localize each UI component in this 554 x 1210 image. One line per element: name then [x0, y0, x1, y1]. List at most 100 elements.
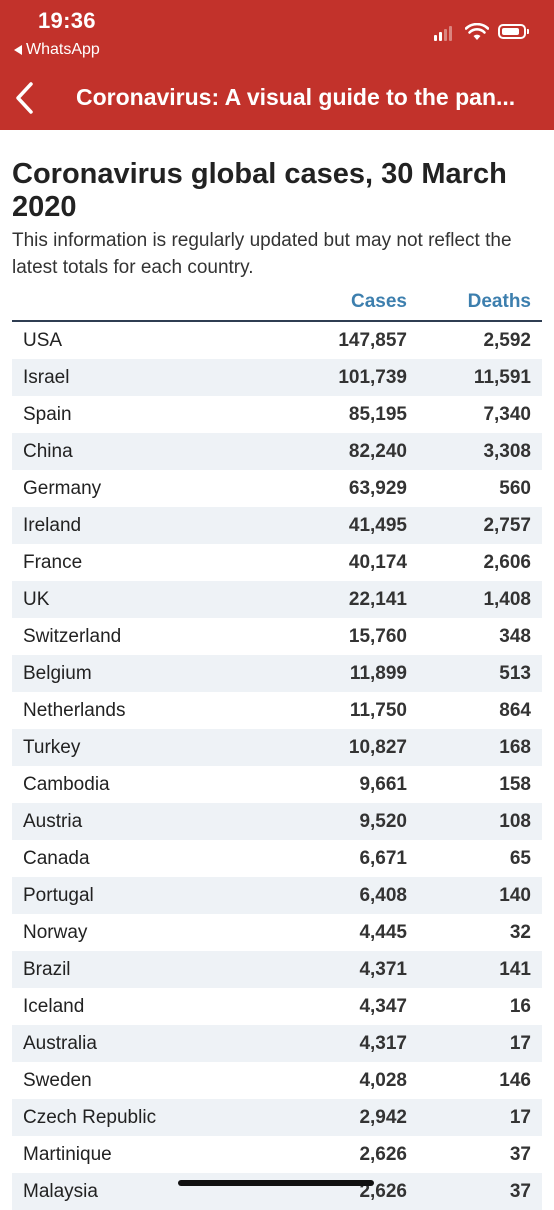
deaths-cell: 37 [509, 1144, 531, 1165]
cases-cell: 4,347 [359, 996, 407, 1017]
column-header-deaths[interactable]: Deaths [467, 291, 531, 312]
table-row: Norway 4,445 32 [12, 914, 542, 951]
table-row: Turkey 10,827 168 [12, 729, 542, 766]
country-cell: China [23, 441, 73, 462]
country-cell: Martinique [23, 1144, 112, 1165]
cases-cell: 22,141 [348, 589, 407, 610]
country-cell: Norway [23, 922, 88, 943]
status-time: 19:36 [38, 8, 96, 33]
cases-cell: 85,195 [348, 404, 407, 425]
deaths-cell: 513 [499, 663, 531, 684]
country-cell: Brazil [23, 959, 71, 980]
country-cell: Australia [23, 1033, 97, 1054]
table-row: USA 147,857 2,592 [12, 322, 542, 359]
country-cell: Israel [23, 367, 70, 388]
table-row: Spain 85,195 7,340 [12, 396, 542, 433]
page-subtitle: This information is regularly updated bu… [12, 230, 512, 278]
country-cell: France [23, 552, 83, 573]
table-row: UK 22,141 1,408 [12, 581, 542, 618]
country-cell: Spain [23, 404, 72, 425]
deaths-cell: 32 [509, 922, 531, 943]
country-cell: Malaysia [23, 1181, 98, 1202]
deaths-cell: 348 [499, 626, 531, 647]
table-row: Ireland 41,495 2,757 [12, 507, 542, 544]
cases-cell: 82,240 [348, 441, 407, 462]
table-row: Cambodia 9,661 158 [12, 766, 542, 803]
cases-cell: 4,371 [359, 959, 407, 980]
table-row: Netherlands 11,750 864 [12, 692, 542, 729]
table-row: Sweden 4,028 146 [12, 1062, 542, 1099]
deaths-cell: 140 [499, 885, 531, 906]
country-cell: Czech Republic [23, 1107, 157, 1128]
cases-cell: 15,760 [348, 626, 407, 647]
table-row: Martinique 2,626 37 [12, 1136, 542, 1173]
country-cell: Germany [23, 478, 102, 499]
table-row: France 40,174 2,606 [12, 544, 542, 581]
table-row: Germany 63,929 560 [12, 470, 542, 507]
table-row: Austria 9,520 108 [12, 803, 542, 840]
cases-cell: 101,739 [338, 367, 407, 388]
country-cell: Ireland [23, 515, 82, 536]
cases-cell: 4,028 [359, 1070, 407, 1091]
battery-icon [498, 24, 529, 39]
deaths-cell: 108 [499, 811, 531, 832]
cases-cell: 9,661 [359, 774, 407, 795]
table-row: Czech Republic 2,942 17 [12, 1099, 542, 1136]
deaths-cell: 141 [499, 959, 531, 980]
cases-cell: 9,520 [359, 811, 407, 832]
country-cell: Austria [23, 811, 83, 832]
back-triangle-icon [14, 45, 22, 55]
cases-cell: 6,408 [359, 885, 407, 906]
nav-title: Coronavirus: A visual guide to the pan..… [76, 84, 516, 110]
deaths-cell: 16 [509, 996, 531, 1017]
country-cell: USA [23, 330, 63, 351]
cases-cell: 147,857 [338, 330, 407, 351]
table-row: Switzerland 15,760 348 [12, 618, 542, 655]
column-header-cases[interactable]: Cases [351, 291, 407, 312]
table-row: Iceland 4,347 16 [12, 988, 542, 1025]
cases-cell: 4,445 [359, 922, 407, 943]
country-cell: Cambodia [23, 774, 110, 795]
deaths-cell: 3,308 [483, 441, 531, 462]
deaths-cell: 65 [509, 848, 531, 869]
page-title: Coronavirus global cases, 30 March 2020 [12, 158, 507, 223]
cases-cell: 2,626 [359, 1144, 407, 1165]
deaths-cell: 146 [499, 1070, 531, 1091]
cases-cell: 41,495 [348, 515, 407, 536]
status-back-app-label: WhatsApp [26, 41, 100, 58]
table-row: Brazil 4,371 141 [12, 951, 542, 988]
table-row: Australia 4,317 17 [12, 1025, 542, 1062]
deaths-cell: 864 [499, 700, 531, 721]
cases-cell: 11,750 [349, 700, 407, 721]
country-cell: Sweden [23, 1070, 92, 1091]
deaths-cell: 168 [499, 737, 531, 758]
wifi-icon [465, 23, 489, 40]
chevron-left-icon[interactable] [12, 80, 38, 116]
deaths-cell: 2,592 [483, 330, 531, 351]
country-cell: Turkey [23, 737, 81, 758]
deaths-cell: 560 [499, 478, 531, 499]
table-row: China 82,240 3,308 [12, 433, 542, 470]
deaths-cell: 2,606 [483, 552, 531, 573]
cases-cell: 11,899 [349, 663, 407, 684]
cellular-signal-icon [434, 26, 452, 41]
article-content: Coronavirus global cases, 30 March 2020 … [12, 130, 542, 1210]
country-cell: Portugal [23, 885, 94, 906]
cases-cell: 6,671 [359, 848, 407, 869]
country-cell: Iceland [23, 996, 85, 1017]
table-row: Canada 6,671 65 [12, 840, 542, 877]
table-row: Israel 101,739 11,591 [12, 359, 542, 396]
deaths-cell: 17 [509, 1033, 531, 1054]
country-cell: Switzerland [23, 626, 122, 647]
deaths-cell: 2,757 [483, 515, 531, 536]
country-cell: Belgium [23, 663, 92, 684]
deaths-cell: 17 [509, 1107, 531, 1128]
cases-cell: 63,929 [348, 478, 407, 499]
country-cell: UK [23, 589, 50, 610]
status-back-to-app[interactable]: WhatsApp [14, 41, 100, 59]
home-indicator[interactable] [178, 1180, 374, 1186]
table-body: USA 147,857 2,592 Israel 101,739 11,591 Spain 8… [12, 322, 542, 1210]
app-header: 19:36 WhatsApp Coronavirus: A visual gui… [0, 0, 554, 130]
table-row: Belgium 11,899 513 [12, 655, 542, 692]
deaths-cell: 11,591 [473, 367, 531, 388]
